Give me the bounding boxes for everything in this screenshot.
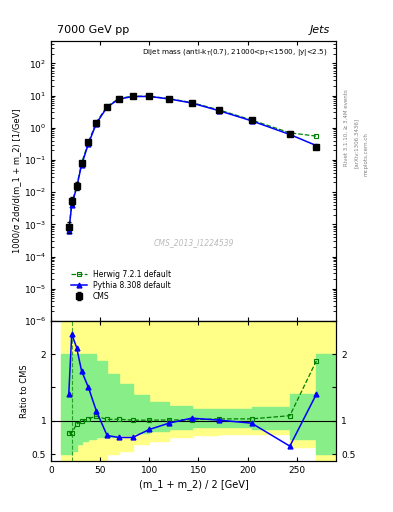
Line: Pythia 8.308 default: Pythia 8.308 default (66, 94, 319, 234)
Pythia 8.308 default (147, 93, 152, 99)
Line: Herwig 7.2.1 default: Herwig 7.2.1 default (66, 94, 319, 234)
Herwig 7.2.1 default (74, 183, 79, 189)
Pythia 8.308 default (79, 162, 84, 168)
Pythia 8.308 default (66, 228, 71, 234)
Pythia 8.308 default (288, 132, 292, 138)
Herwig 7.2.1 default (105, 103, 109, 110)
Herwig 7.2.1 default (217, 107, 222, 113)
Pythia 8.308 default (189, 100, 194, 106)
Herwig 7.2.1 default (94, 119, 99, 125)
Pythia 8.308 default (116, 96, 121, 102)
Herwig 7.2.1 default (116, 95, 121, 101)
Text: Jets: Jets (310, 26, 330, 35)
Text: [arXiv:1306.3436]: [arXiv:1306.3436] (354, 118, 359, 168)
Y-axis label: 1000/σ 2dσ/d(m_1 + m_2) [1/GeV]: 1000/σ 2dσ/d(m_1 + m_2) [1/GeV] (12, 109, 21, 253)
Pythia 8.308 default (74, 184, 79, 190)
Herwig 7.2.1 default (288, 130, 292, 136)
Herwig 7.2.1 default (314, 133, 319, 139)
Herwig 7.2.1 default (69, 200, 74, 206)
Text: mcplots.cern.ch: mcplots.cern.ch (364, 132, 369, 176)
X-axis label: (m_1 + m_2) / 2 [GeV]: (m_1 + m_2) / 2 [GeV] (139, 479, 248, 490)
Herwig 7.2.1 default (130, 93, 135, 99)
Pythia 8.308 default (167, 96, 171, 102)
Pythia 8.308 default (105, 104, 109, 110)
Pythia 8.308 default (130, 93, 135, 99)
Pythia 8.308 default (94, 120, 99, 126)
Herwig 7.2.1 default (249, 117, 254, 123)
Text: Dijet mass (anti-k$_T$(0.7), 21000<p$_T$<1500, |y|<2.5): Dijet mass (anti-k$_T$(0.7), 21000<p$_T$… (142, 47, 327, 57)
Pythia 8.308 default (314, 142, 319, 148)
Pythia 8.308 default (69, 202, 74, 208)
Herwig 7.2.1 default (147, 93, 152, 99)
Herwig 7.2.1 default (79, 160, 84, 166)
Legend: Herwig 7.2.1 default, Pythia 8.308 default, CMS: Herwig 7.2.1 default, Pythia 8.308 defau… (69, 268, 173, 303)
Herwig 7.2.1 default (66, 228, 71, 234)
Pythia 8.308 default (249, 118, 254, 124)
Text: CMS_2013_I1224539: CMS_2013_I1224539 (153, 238, 234, 247)
Herwig 7.2.1 default (189, 99, 194, 105)
Pythia 8.308 default (217, 108, 222, 114)
Herwig 7.2.1 default (167, 96, 171, 102)
Text: 7000 GeV pp: 7000 GeV pp (57, 26, 129, 35)
Text: Rivet 3.1.10, ≥ 3.4M events: Rivet 3.1.10, ≥ 3.4M events (344, 90, 349, 166)
Herwig 7.2.1 default (86, 139, 91, 145)
Y-axis label: Ratio to CMS: Ratio to CMS (20, 364, 29, 418)
Pythia 8.308 default (86, 141, 91, 147)
